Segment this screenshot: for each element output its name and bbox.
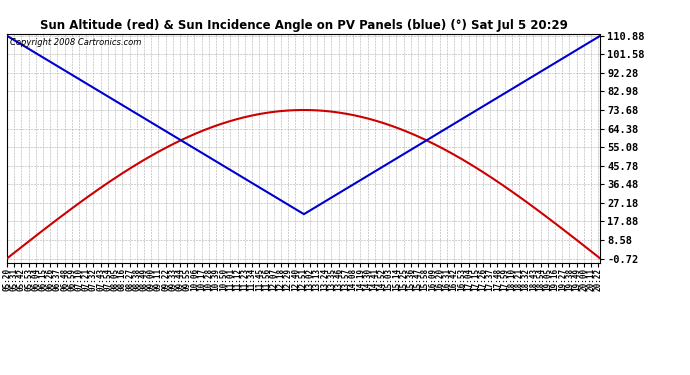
Text: Copyright 2008 Cartronics.com: Copyright 2008 Cartronics.com — [10, 38, 141, 47]
Text: Sun Altitude (red) & Sun Incidence Angle on PV Panels (blue) (°) Sat Jul 5 20:29: Sun Altitude (red) & Sun Incidence Angle… — [39, 19, 568, 32]
